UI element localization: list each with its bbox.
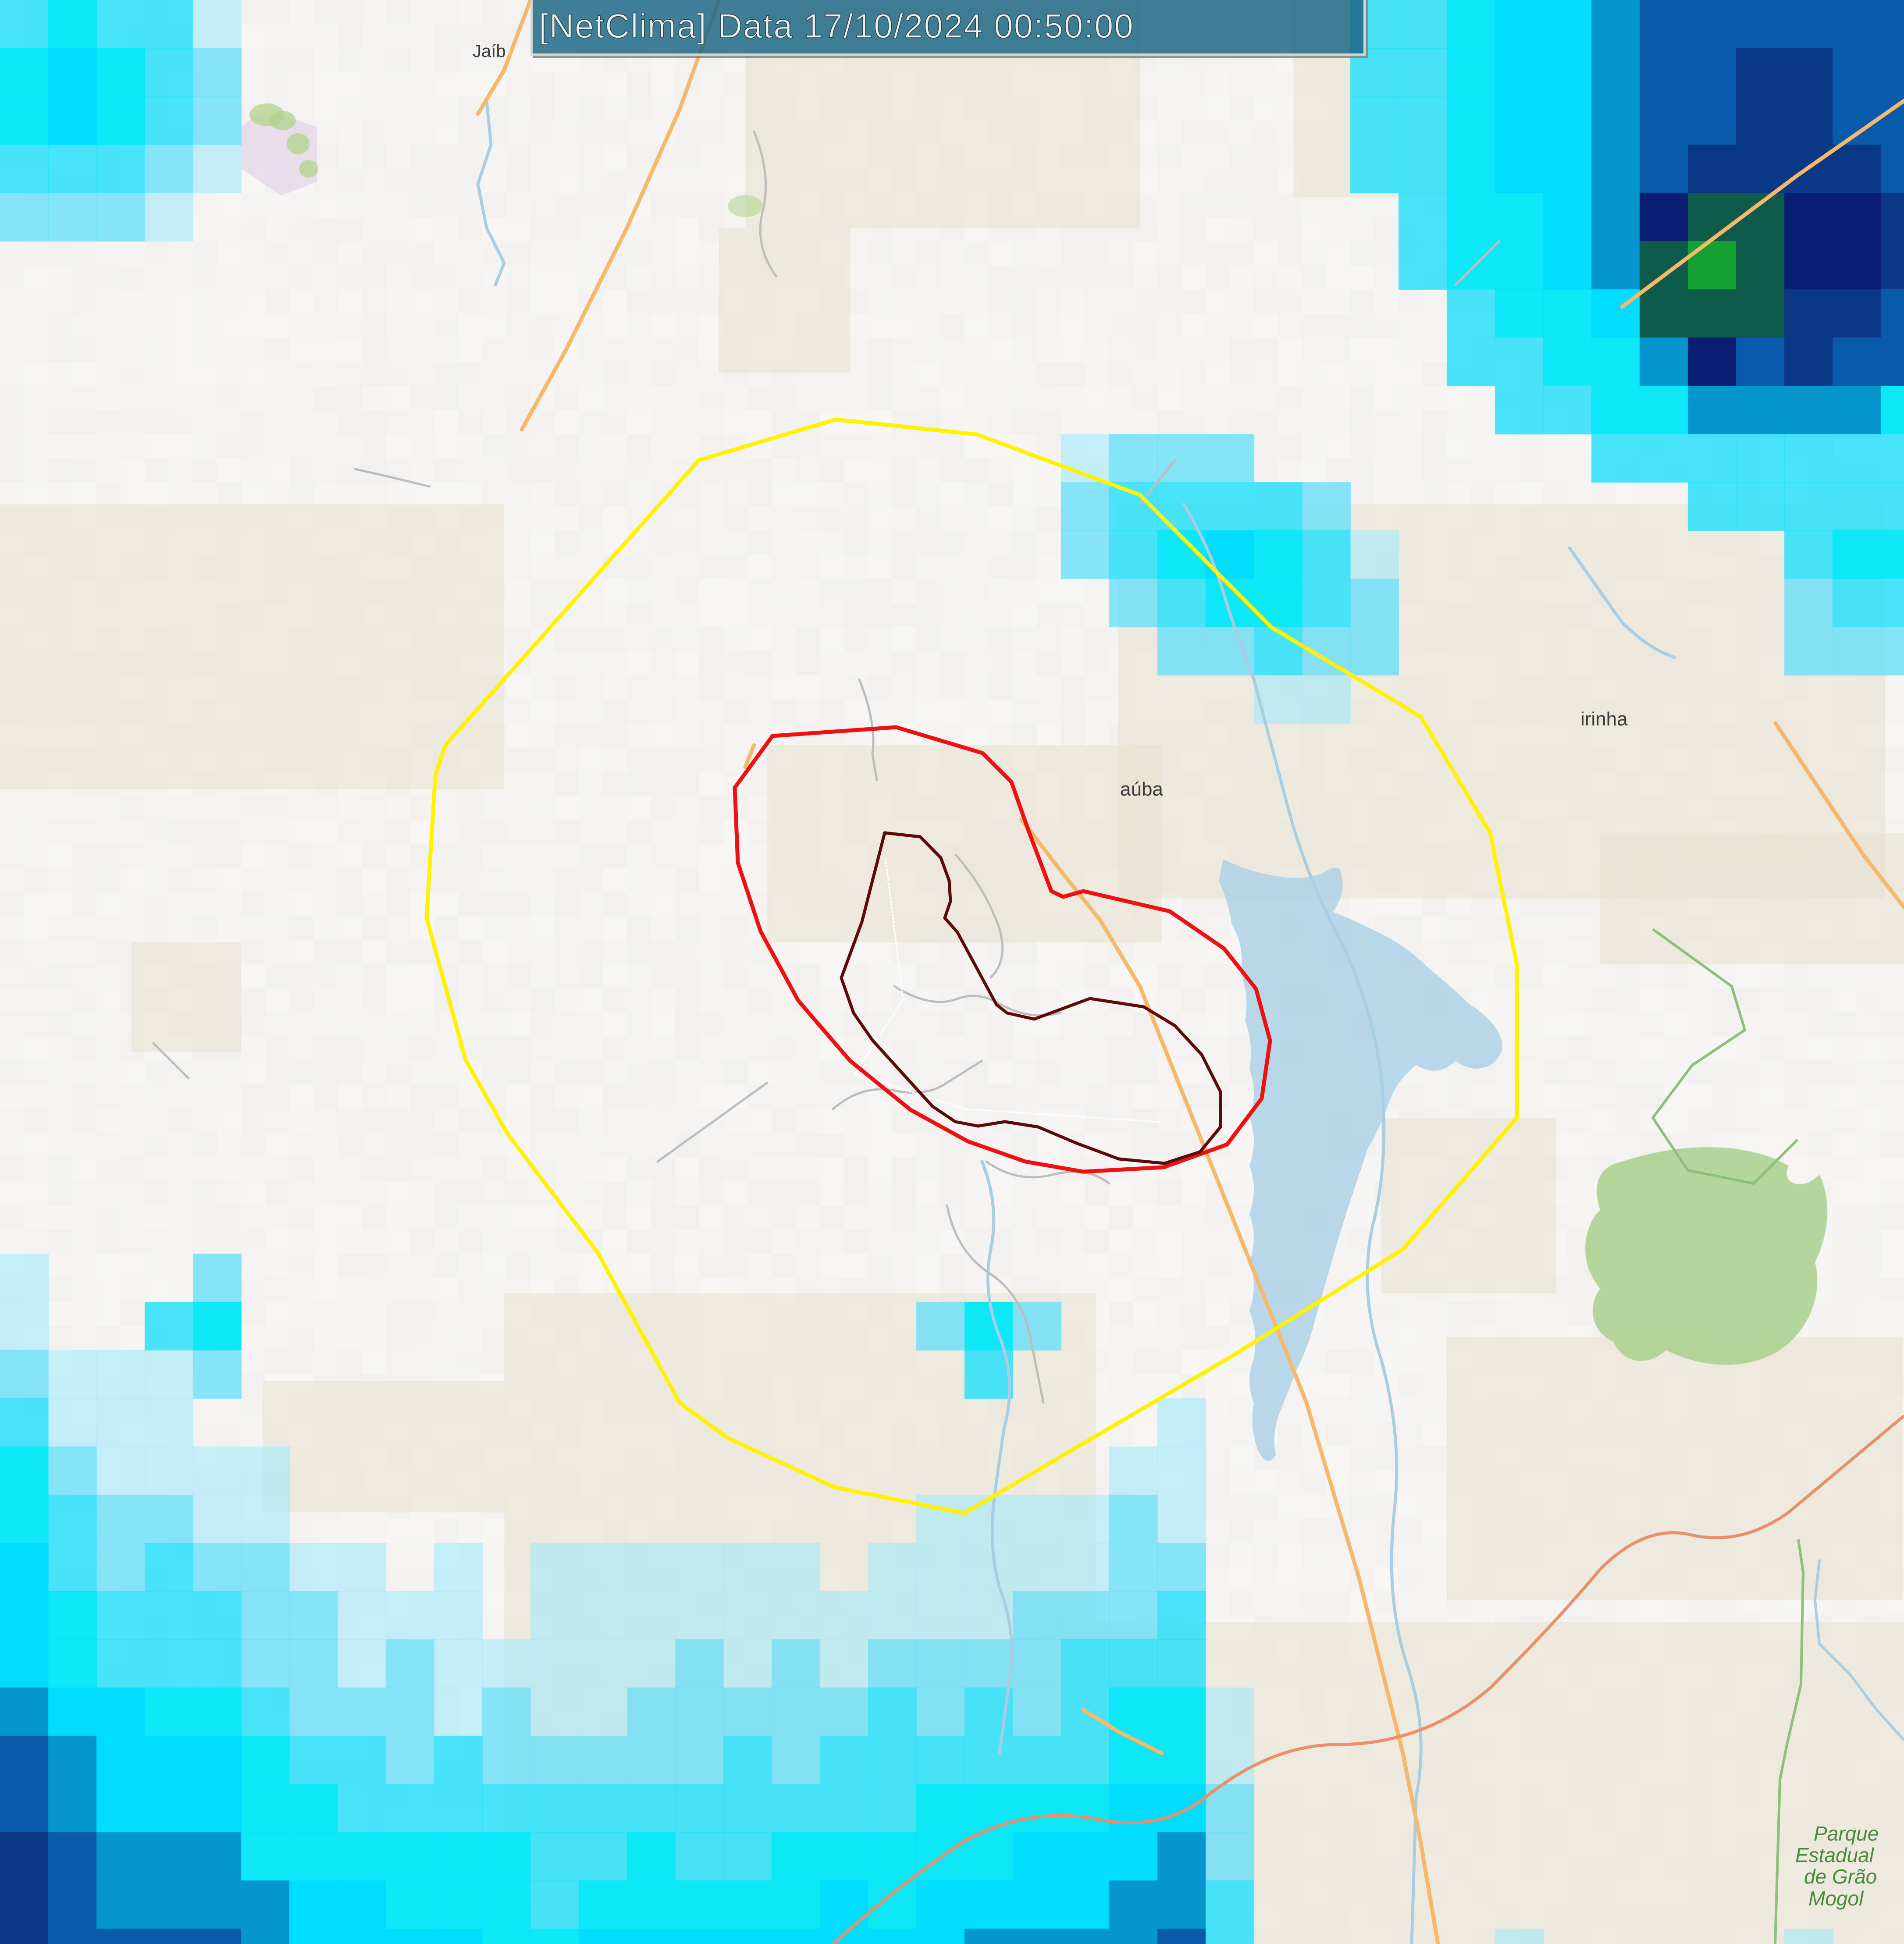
svg-text:Estadual: Estadual bbox=[1795, 1844, 1875, 1866]
svg-text:irinha: irinha bbox=[1580, 708, 1628, 730]
svg-text:Mogol: Mogol bbox=[1808, 1887, 1864, 1910]
svg-text:aúba: aúba bbox=[1120, 778, 1163, 800]
svg-text:Jaíb: Jaíb bbox=[473, 42, 506, 61]
svg-text:Parque: Parque bbox=[1814, 1822, 1879, 1845]
svg-text:de Grão: de Grão bbox=[1804, 1865, 1877, 1888]
